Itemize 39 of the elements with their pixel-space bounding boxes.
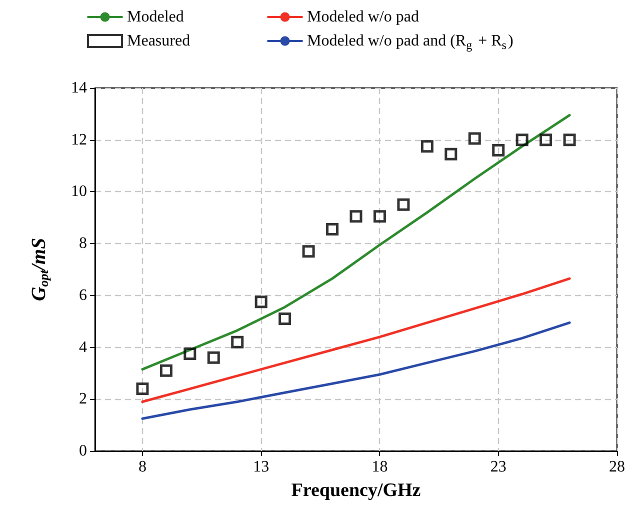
point [136,382,149,396]
line-series [141,277,571,403]
legend-label: Modeled w/o pad [307,8,419,26]
point [302,245,315,258]
point [492,144,505,156]
point [444,148,458,160]
y-tick-label: 6 [79,286,87,304]
y-tick-label: 2 [79,390,87,408]
point [278,312,292,326]
y-tick-label: 4 [79,338,87,356]
y-tick-label: 10 [71,183,87,200]
x-tick-label: 28 [609,458,625,476]
y-tick-label: 0 [79,442,87,460]
point [516,134,528,146]
point [397,198,410,211]
point [254,296,268,308]
x-axis-title: Frequency/GHz [291,480,422,501]
line-series [141,321,571,420]
point [468,132,481,145]
y-tick-label: 8 [79,235,87,252]
point [207,351,220,364]
point [184,348,196,360]
y-tick-label: 14 [71,80,87,96]
point [350,210,362,223]
x-tick-label: 18 [372,458,388,476]
point [326,223,339,236]
point [231,336,244,348]
legend-label: Measured [127,32,190,50]
line-series [141,114,571,371]
x-tick-label: 8 [138,458,146,476]
x-tick-label: 13 [253,458,270,476]
point [373,210,386,223]
point [540,134,552,146]
point [563,134,576,146]
y-tick-label: 12 [71,131,87,148]
legend-label: Modeled [127,8,184,26]
x-tick-label: 23 [490,458,506,476]
point [420,140,434,153]
point [160,364,172,377]
